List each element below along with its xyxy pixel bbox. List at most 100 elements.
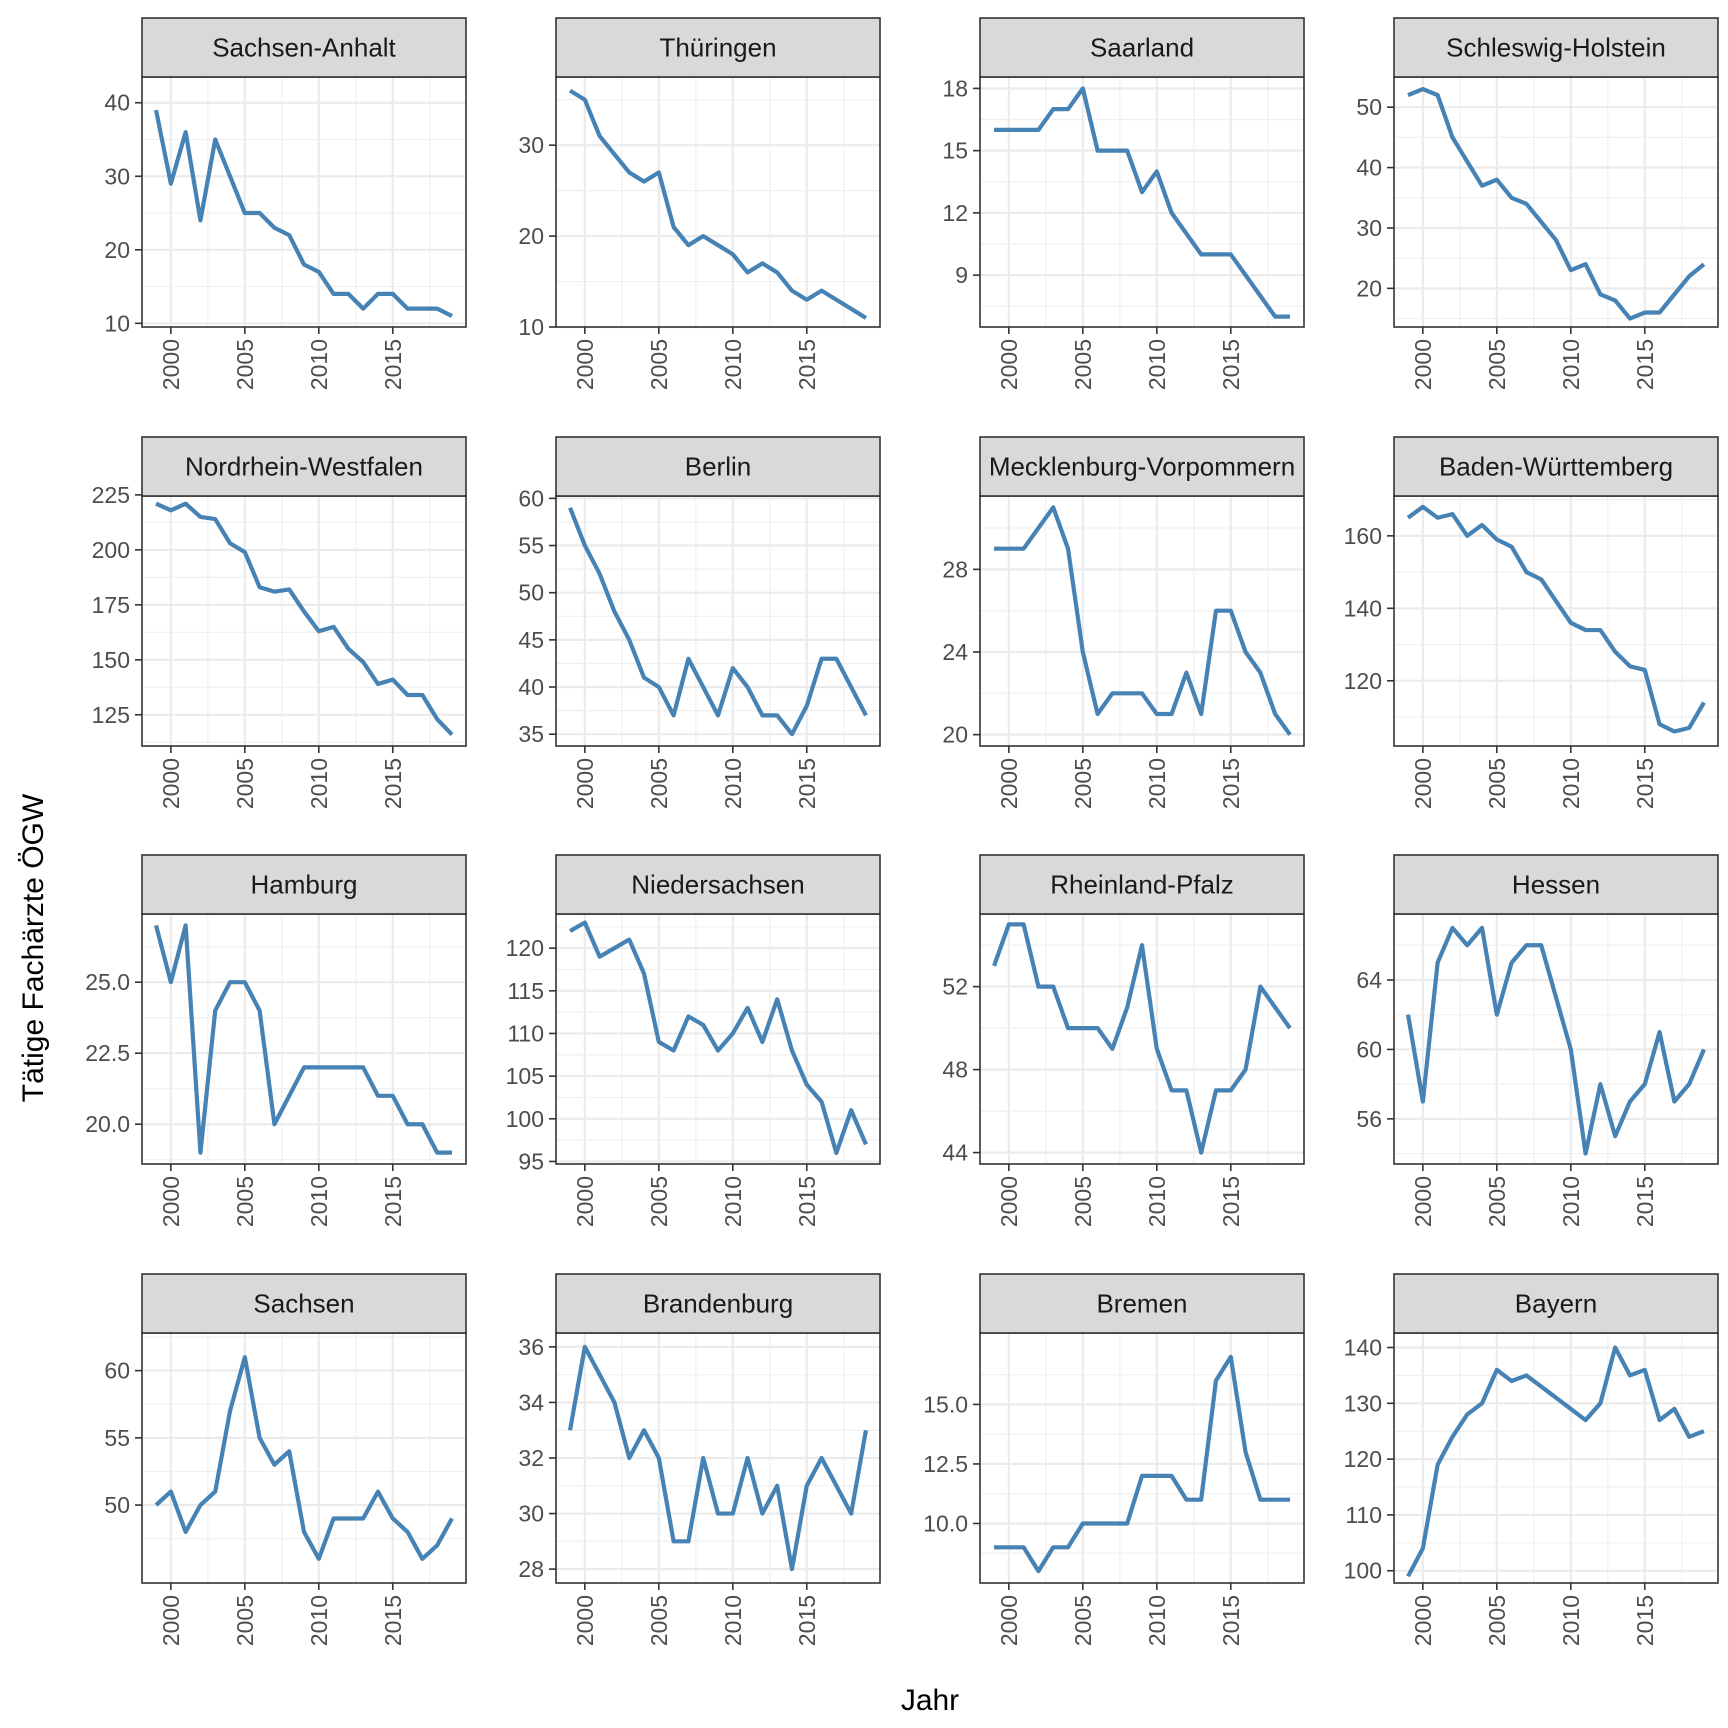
strip-background	[555, 854, 881, 915]
y-tick-label: 60	[518, 485, 544, 511]
y-tick-label: 32	[518, 1445, 544, 1471]
strip-label: Mecklenburg-Vorpommern	[989, 452, 1295, 482]
series-line-nordrhein-westfalen	[155, 501, 454, 737]
x-tick-label: 2005	[646, 758, 672, 809]
y-tick-label: 10	[104, 310, 130, 336]
gridlines	[980, 1333, 1304, 1583]
y-tick-label: 100	[506, 1106, 544, 1132]
x-tick-label: 2000	[1410, 758, 1436, 809]
y-tick-label: 60	[104, 1358, 130, 1384]
strip-label: Berlin	[685, 452, 751, 482]
x-tick-label: 2005	[232, 758, 258, 809]
y-tick-label: 120	[506, 935, 544, 961]
strip-label: Niedersachsen	[631, 870, 804, 900]
strip-label: Baden-Württemberg	[1439, 452, 1673, 482]
x-tick-label: 2000	[996, 1176, 1022, 1227]
x-tick-label: 2005	[1484, 1595, 1510, 1646]
plot-background	[1394, 496, 1718, 746]
y-tick-label: 30	[518, 1501, 544, 1527]
x-tick-label: 2000	[572, 1176, 598, 1227]
y-tick-label: 24	[942, 639, 968, 665]
series-line-mecklenburg-vorpommern	[994, 505, 1292, 736]
x-tick-label: 2000	[1410, 339, 1436, 390]
strip-label: Sachsen	[253, 1289, 354, 1319]
panel-berlin: Berlin 35 40 45 50 55 60 2000 2005 2010 2015	[518, 436, 881, 809]
y-tick-label: 225	[92, 482, 130, 508]
y-tick-label: 40	[1356, 155, 1382, 181]
y-tick-label: 12.5	[923, 1451, 968, 1477]
series-line-saarland	[994, 86, 1290, 319]
y-axis-title: Tätige Fachärzte ÖGW	[17, 793, 50, 1102]
y-tick-label: 140	[1344, 595, 1382, 621]
x-tick-label: 2010	[306, 758, 332, 809]
y-tick-label: 9	[955, 262, 968, 288]
x-tick-label: 2010	[306, 1595, 332, 1646]
y-tick-label: 110	[1345, 1502, 1382, 1528]
x-tick-label: 2005	[646, 1176, 672, 1227]
plot-background	[142, 77, 466, 327]
panel-hamburg: Hamburg 20.0 22.5 25.0 2000 2005 2010 2015	[85, 854, 467, 1227]
strip-background	[1393, 17, 1719, 78]
series-line-niedersachsen	[569, 920, 868, 1156]
y-tick-label: 28	[942, 556, 968, 582]
x-tick-label: 2005	[232, 1176, 258, 1227]
x-tick-label: 2005	[232, 1595, 258, 1646]
y-tick-label: 28	[518, 1556, 544, 1582]
x-tick-label: 2010	[1144, 339, 1170, 390]
x-tick-label: 2010	[1558, 1595, 1584, 1646]
y-tick-label: 20.0	[85, 1111, 130, 1137]
x-tick-label: 2000	[572, 1595, 598, 1646]
x-tick-label: 2015	[794, 339, 820, 390]
y-tick-label: 50	[1356, 94, 1382, 120]
strip-background	[141, 17, 467, 78]
x-tick-label: 2005	[646, 339, 672, 390]
gridlines	[142, 914, 466, 1164]
strip-label: Bremen	[1096, 1289, 1187, 1319]
x-tick-label: 2010	[1144, 1595, 1170, 1646]
x-tick-label: 2000	[158, 1595, 184, 1646]
x-tick-label: 2015	[1218, 1176, 1244, 1227]
y-tick-label: 100	[1344, 1558, 1382, 1584]
y-tick-label: 120	[1344, 1446, 1382, 1472]
gridlines	[1394, 1333, 1718, 1583]
x-tick-label: 2010	[720, 339, 746, 390]
y-tick-label: 55	[104, 1425, 130, 1451]
x-tick-label: 2015	[1632, 1595, 1658, 1646]
y-tick-label: 10.0	[923, 1510, 968, 1536]
plot-background	[142, 914, 466, 1164]
x-tick-label: 2000	[572, 339, 598, 390]
y-tick-label: 45	[518, 627, 544, 653]
y-tick-label: 30	[518, 132, 544, 158]
plot-background	[142, 496, 466, 746]
x-tick-label: 2010	[720, 1176, 746, 1227]
x-tick-label: 2005	[232, 339, 258, 390]
strip-background	[555, 1273, 881, 1334]
x-tick-label: 2000	[158, 758, 184, 809]
panel-schleswig-holstein: Schleswig-Holstein 20 30 40 50 2000 2005 2010 20…	[1356, 17, 1719, 390]
x-tick-label: 2005	[646, 1595, 672, 1646]
x-tick-label: 2005	[1484, 758, 1510, 809]
series-line-hamburg	[154, 923, 452, 1155]
x-tick-label: 2015	[794, 1595, 820, 1646]
x-tick-label: 2005	[1484, 1176, 1510, 1227]
panel-niedersachsen: Niedersachsen 95 100 105 110 115 120 2000 2005 20…	[506, 854, 881, 1227]
x-tick-label: 2010	[1558, 1176, 1584, 1227]
plot-background	[556, 77, 880, 327]
y-tick-label: 35	[518, 721, 544, 747]
y-tick-label: 10	[518, 314, 544, 340]
strip-background	[979, 436, 1305, 497]
x-tick-label: 2010	[306, 1176, 332, 1227]
strip-background	[979, 854, 1305, 915]
x-tick-label: 2000	[572, 758, 598, 809]
x-tick-label: 2010	[720, 1595, 746, 1646]
y-tick-label: 95	[518, 1148, 544, 1174]
strip-background	[141, 854, 467, 915]
panel-saarland: Saarland 9 12 15 18 2000 2005 2010 2015	[942, 17, 1305, 390]
x-tick-label: 2015	[1632, 339, 1658, 390]
panel-nordrhein-westfalen: Nordrhein-Westfalen 125 150 175 200 225 2000 20…	[92, 436, 467, 809]
plot-background	[1394, 1333, 1718, 1583]
y-tick-label: 25.0	[85, 969, 130, 995]
panel-brandenburg: Brandenburg 28 30 32 34 36 2000 2005 2010 2015	[518, 1273, 881, 1646]
